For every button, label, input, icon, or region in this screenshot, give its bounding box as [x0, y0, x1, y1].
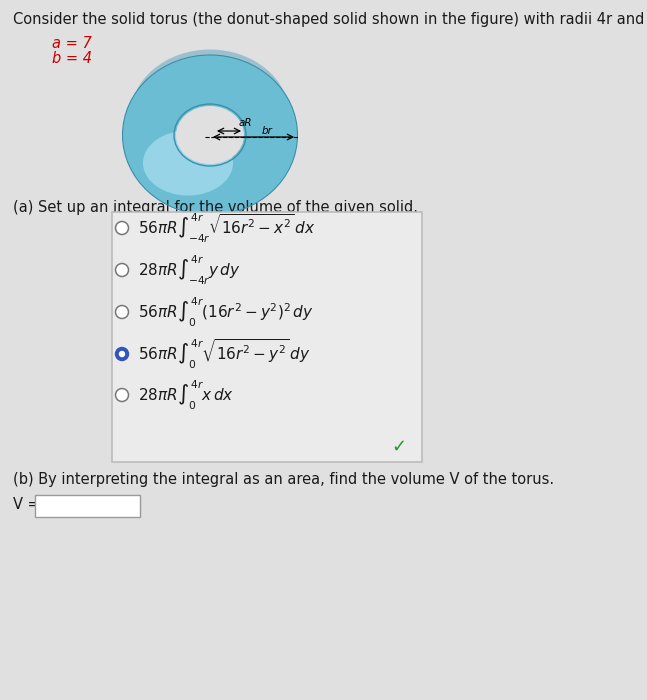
- FancyBboxPatch shape: [112, 212, 422, 462]
- Text: $28\pi R\int_{-4r}^{4r} y\,dy$: $28\pi R\int_{-4r}^{4r} y\,dy$: [138, 253, 241, 287]
- Text: (a) Set up an integral for the volume of the given solid.: (a) Set up an integral for the volume of…: [13, 200, 418, 215]
- FancyBboxPatch shape: [35, 495, 140, 517]
- Text: V =: V =: [13, 497, 39, 512]
- Text: $56\pi R\int_{0}^{4r} \sqrt{16r^2 - y^2}\,dy$: $56\pi R\int_{0}^{4r} \sqrt{16r^2 - y^2}…: [138, 337, 311, 371]
- Text: $\checkmark$: $\checkmark$: [391, 437, 405, 455]
- Circle shape: [116, 305, 129, 318]
- Circle shape: [116, 263, 129, 276]
- Ellipse shape: [143, 130, 233, 195]
- Text: b = 4: b = 4: [52, 51, 92, 66]
- Ellipse shape: [176, 106, 244, 164]
- Text: aR: aR: [238, 118, 252, 128]
- Text: $56\pi R\int_{-4r}^{4r} \sqrt{16r^2 - x^2}\,dx$: $56\pi R\int_{-4r}^{4r} \sqrt{16r^2 - x^…: [138, 211, 316, 245]
- Circle shape: [116, 221, 129, 234]
- Ellipse shape: [130, 50, 290, 185]
- Circle shape: [120, 351, 124, 356]
- Ellipse shape: [122, 55, 298, 215]
- Circle shape: [116, 347, 129, 360]
- Text: (b) By interpreting the integral as an area, find the volume V of the torus.: (b) By interpreting the integral as an a…: [13, 472, 554, 487]
- Text: a = 7: a = 7: [52, 36, 92, 51]
- Circle shape: [116, 389, 129, 402]
- Text: br: br: [262, 126, 273, 136]
- Text: $56\pi R\int_{0}^{4r} (16r^2 - y^2)^2\, dy$: $56\pi R\int_{0}^{4r} (16r^2 - y^2)^2\, …: [138, 295, 314, 329]
- Text: $28\pi R\int_{0}^{4r} x\,dx$: $28\pi R\int_{0}^{4r} x\,dx$: [138, 378, 234, 412]
- Text: Consider the solid torus (the donut-shaped solid shown in the figure) with radii: Consider the solid torus (the donut-shap…: [13, 12, 647, 27]
